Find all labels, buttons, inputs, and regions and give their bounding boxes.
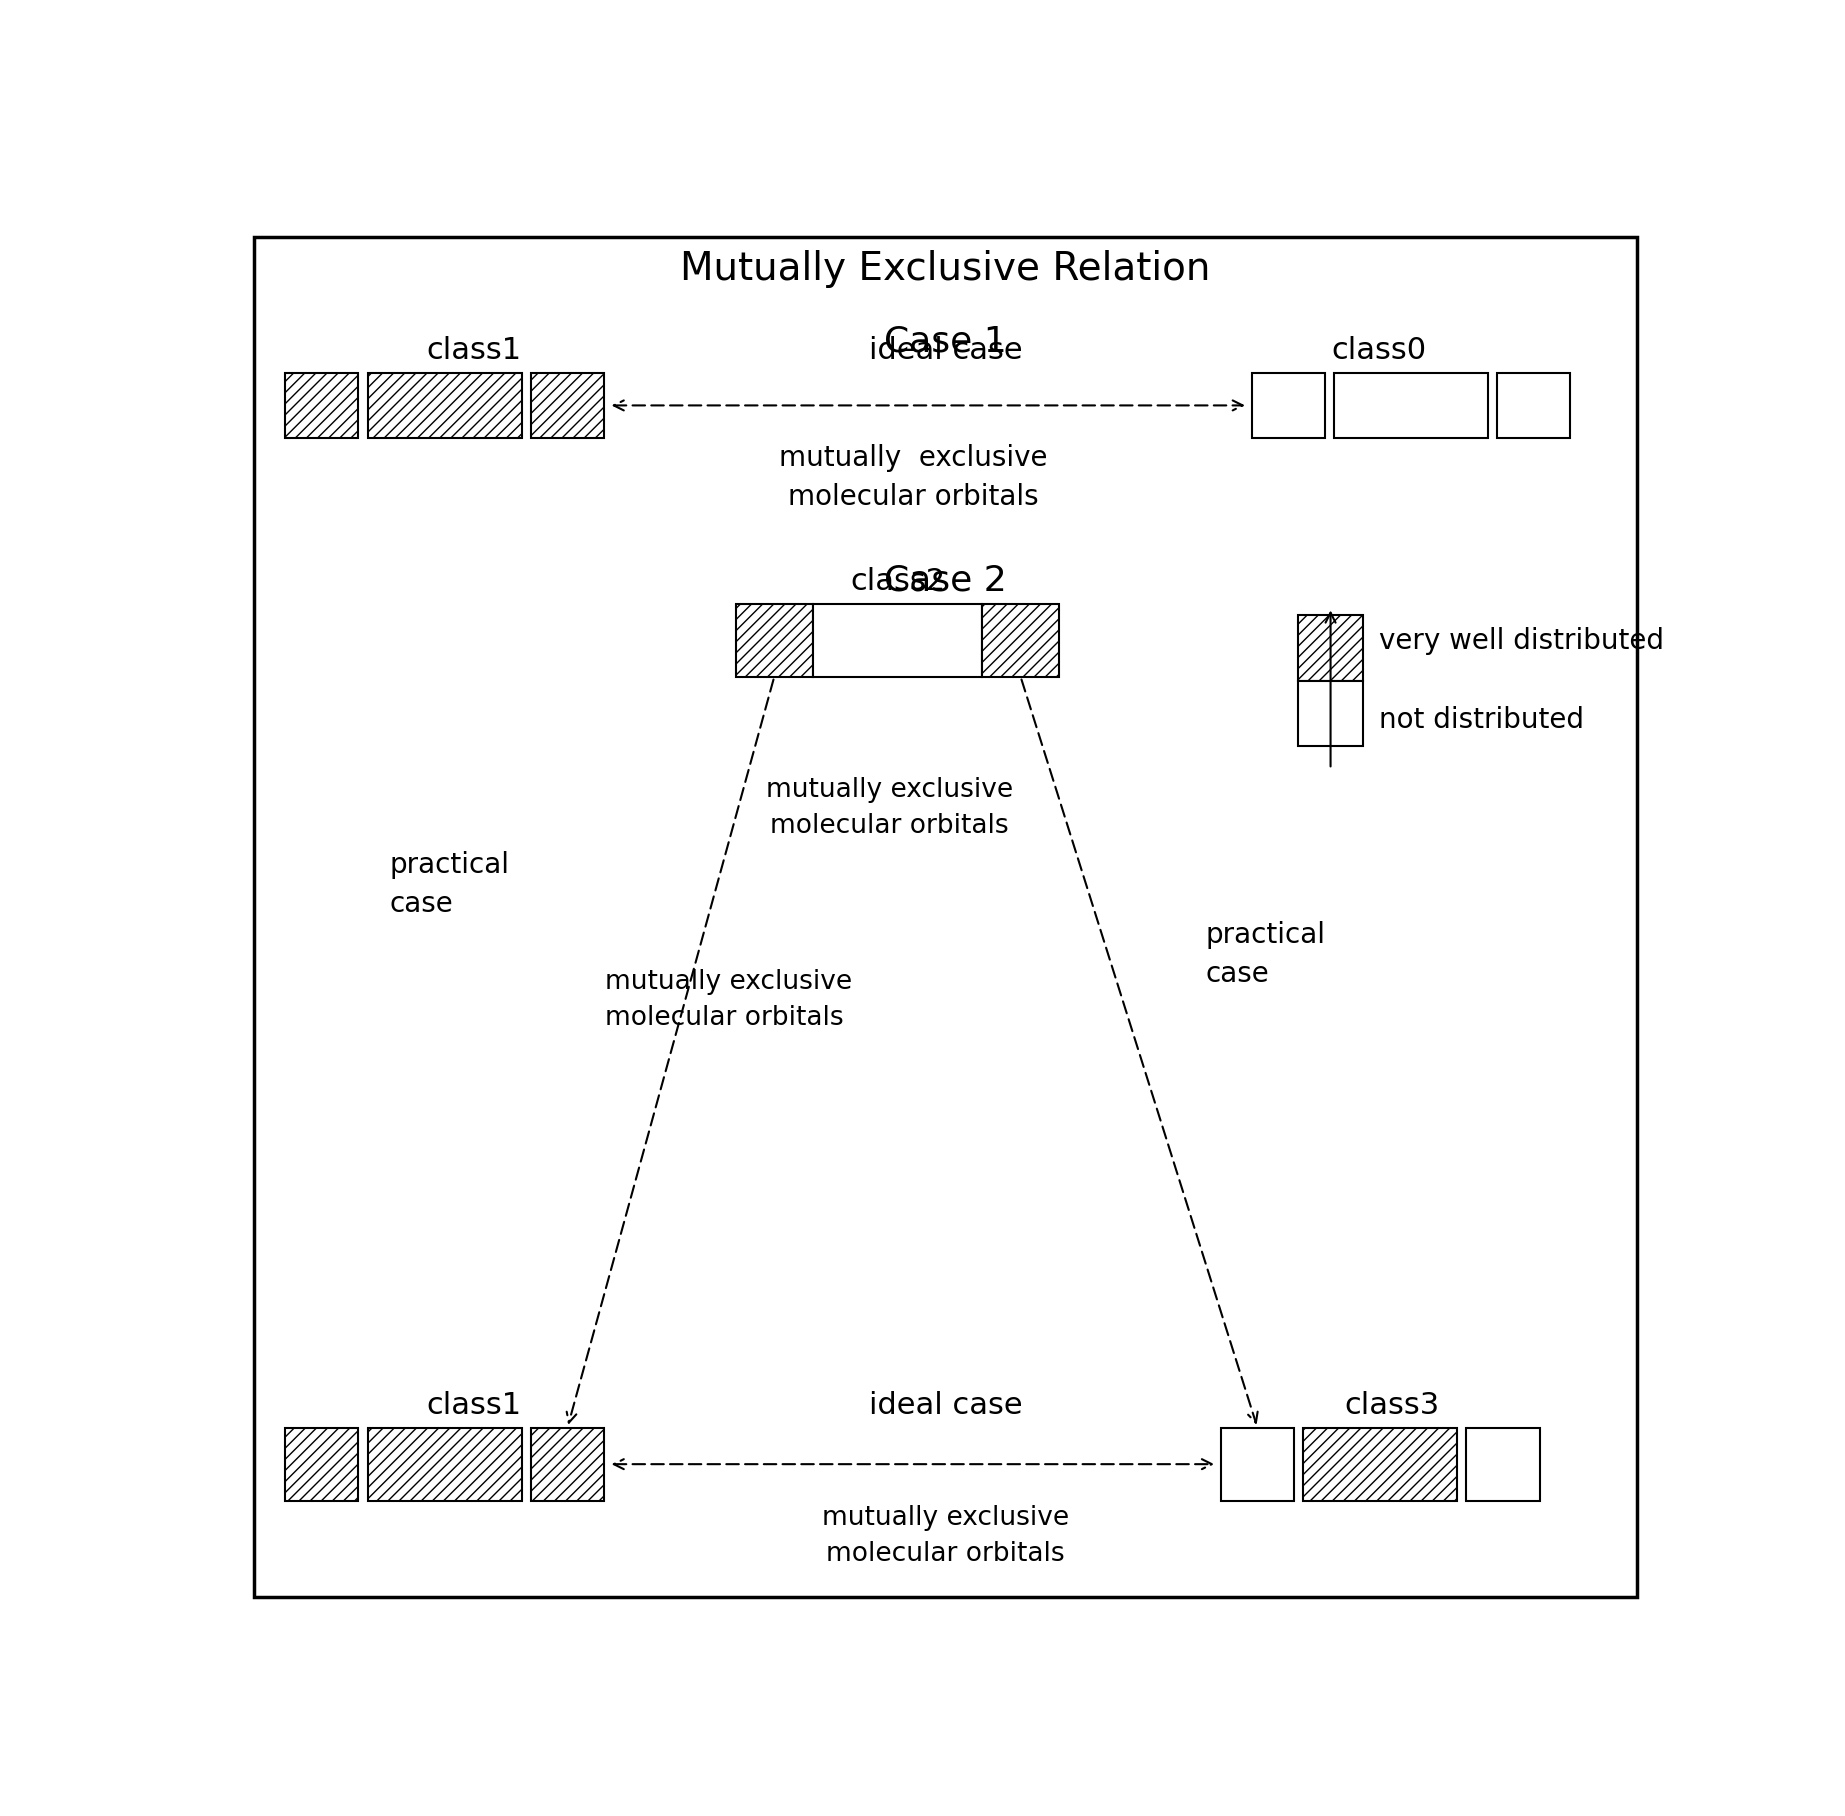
Text: ideal case: ideal case (869, 1391, 1022, 1420)
Text: class1: class1 (426, 336, 522, 365)
Bar (1334, 372, 1489, 438)
Text: mutually exclusive
molecular orbitals: mutually exclusive molecular orbitals (823, 1505, 1068, 1567)
Bar (814, 603, 982, 677)
Bar (1498, 372, 1570, 438)
Bar (286, 1427, 358, 1500)
Bar (1467, 1427, 1539, 1500)
Bar (1297, 681, 1363, 746)
Text: ideal case: ideal case (869, 336, 1022, 365)
Text: Mutually Exclusive Relation: Mutually Exclusive Relation (681, 251, 1210, 287)
Bar (1251, 372, 1325, 438)
Text: mutually exclusive
molecular orbitals: mutually exclusive molecular orbitals (766, 777, 1013, 839)
Bar (531, 372, 603, 438)
Text: not distributed: not distributed (1378, 706, 1583, 734)
Text: very well distributed: very well distributed (1378, 627, 1664, 656)
Text: class3: class3 (1343, 1391, 1439, 1420)
Bar (286, 372, 358, 438)
Bar (1297, 616, 1363, 681)
Text: class1: class1 (426, 1391, 522, 1420)
Text: practical
case: practical case (1205, 921, 1325, 988)
Bar (531, 1427, 603, 1500)
Text: practical
case: practical case (389, 852, 509, 919)
Bar (367, 1427, 522, 1500)
Text: Case 2: Case 2 (884, 563, 1007, 597)
Text: Case 1: Case 1 (884, 325, 1007, 360)
Bar (367, 372, 522, 438)
Bar (736, 603, 814, 677)
Bar (1303, 1427, 1458, 1500)
Bar (982, 603, 1059, 677)
Text: mutually exclusive
molecular orbitals: mutually exclusive molecular orbitals (605, 970, 852, 1031)
Text: class2: class2 (851, 567, 945, 596)
Text: mutually  exclusive
molecular orbitals: mutually exclusive molecular orbitals (779, 445, 1048, 512)
Bar (1221, 1427, 1293, 1500)
Text: class0: class0 (1330, 336, 1426, 365)
